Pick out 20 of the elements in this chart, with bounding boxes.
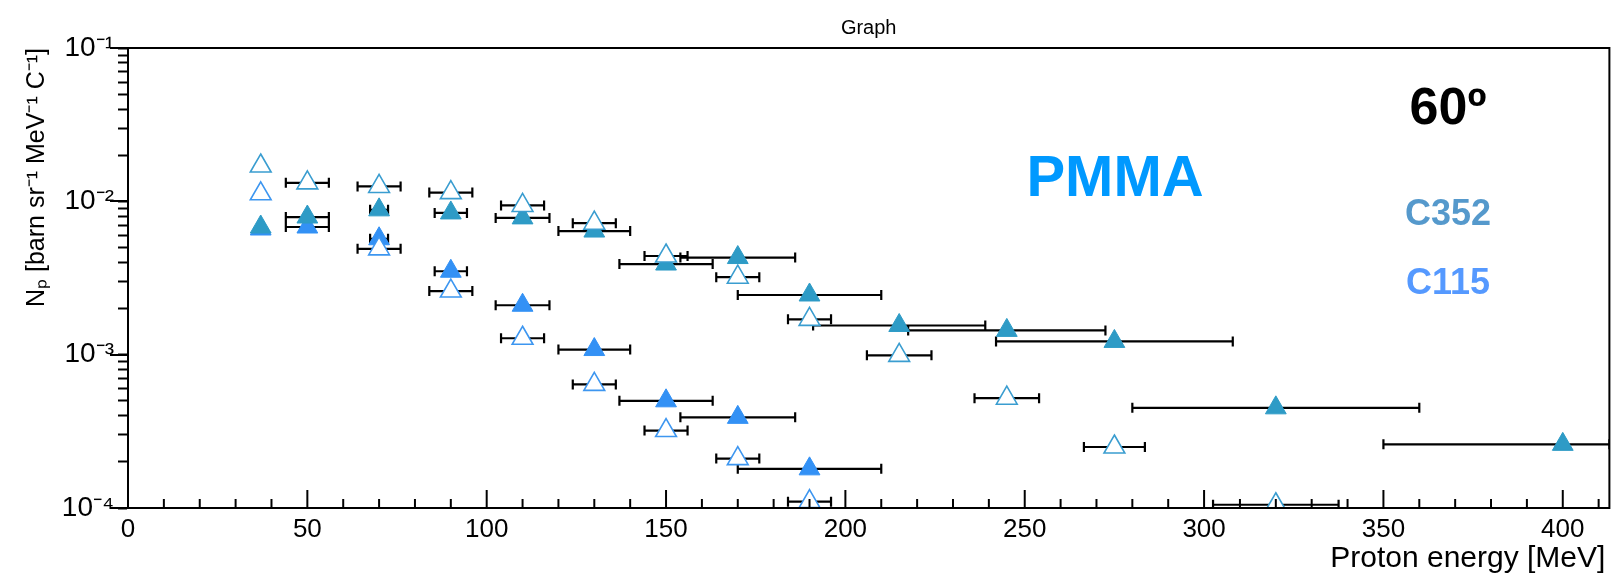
x-tick-label: 250: [1003, 512, 1047, 543]
y-tick-label: 10⁻²: [64, 184, 114, 216]
x-tick-label: 200: [823, 512, 868, 543]
y-tick-label: 10⁻³: [64, 337, 114, 369]
x-axis-title: Proton energy [MeV]: [1330, 540, 1606, 573]
chart-title: Graph: [840, 16, 897, 38]
x-tick-label: 100: [465, 512, 509, 543]
annotation: PMMA: [1026, 143, 1204, 208]
x-tick-label: 50: [292, 512, 322, 543]
x-tick-label: 350: [1361, 512, 1406, 543]
annotation: C352: [1404, 191, 1492, 233]
x-tick-label: 150: [644, 512, 688, 543]
x-tick-label: 0: [120, 512, 136, 543]
y-tick-label: 10⁻¹: [64, 30, 114, 62]
y-tick-label: 10⁻⁴: [61, 490, 114, 522]
annotation: 60º: [1409, 77, 1487, 136]
x-tick-label: 300: [1182, 512, 1226, 543]
annotation: C115: [1405, 260, 1491, 302]
x-tick-label: 400: [1541, 512, 1585, 543]
y-axis-title: Nₚ [barn sr⁻¹ MeV⁻¹ C⁻¹]: [21, 48, 50, 308]
